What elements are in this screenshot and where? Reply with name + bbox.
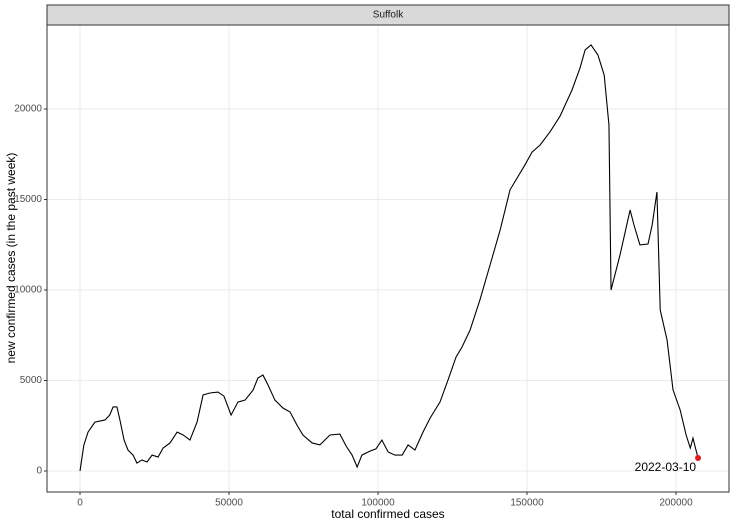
y-tick-label: 0: [36, 466, 42, 477]
x-tick-label: 100000: [361, 498, 395, 509]
y-tick-label: 5000: [20, 375, 43, 386]
facet-label: Suffolk: [373, 10, 404, 21]
panel: [47, 25, 729, 492]
y-tick-label: 10000: [14, 285, 42, 296]
y-tick-label: 20000: [14, 104, 42, 115]
x-axis-title: total confirmed cases: [331, 507, 444, 521]
y-axis-title: new confirmed cases (in the past week): [4, 153, 18, 364]
line: [79, 44, 699, 472]
x-tick-label: 0: [77, 498, 83, 509]
x-tick-label: 200000: [659, 498, 693, 509]
x-tick-label: 150000: [510, 498, 544, 509]
panel-border: [46, 24, 730, 493]
x-tick-label: 50000: [215, 498, 243, 509]
y-tick-label: 15000: [14, 194, 42, 205]
end-point: [695, 454, 702, 461]
end-label: 2022-03-10: [635, 460, 697, 474]
